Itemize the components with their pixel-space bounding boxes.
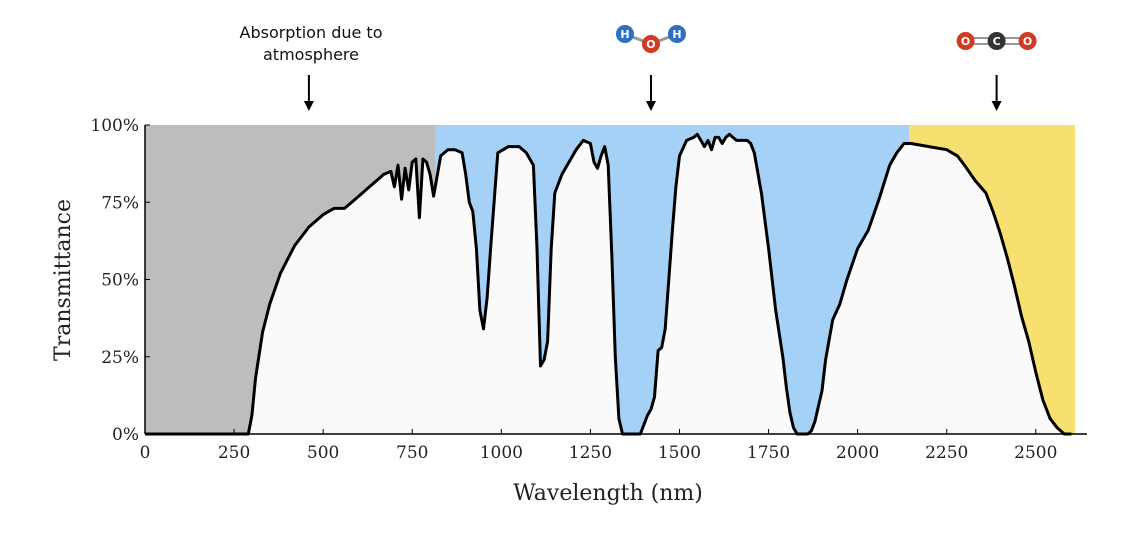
annotation-atmosphere-line2: atmosphere <box>263 45 359 64</box>
y-axis-title: Transmittance <box>51 199 76 361</box>
co2-arrow <box>991 75 1002 111</box>
x-axis-title: Wavelength (nm) <box>513 481 703 506</box>
svg-text:O: O <box>1023 35 1032 48</box>
x-tick-label: 2250 <box>925 443 968 463</box>
x-tick-label: 2500 <box>1014 443 1057 463</box>
y-tick-label: 25% <box>101 348 139 368</box>
transmittance-line <box>145 132 1072 436</box>
x-tick-label: 1750 <box>747 443 790 463</box>
x-tick-label: 500 <box>307 443 339 463</box>
x-tick-label: 1250 <box>569 443 612 463</box>
svg-text:C: C <box>993 35 1001 48</box>
svg-text:H: H <box>672 28 681 41</box>
x-tick-label: 2000 <box>836 443 879 463</box>
y-tick-label: 100% <box>90 116 139 136</box>
atmosphere-arrow <box>303 75 314 111</box>
svg-text:O: O <box>646 38 655 51</box>
transmittance-fill <box>145 134 1072 435</box>
x-tick-label: 750 <box>396 443 428 463</box>
y-tick-label: 0% <box>112 425 139 445</box>
axes: 0 250 500 750 1000 1250 1500 1750 2000 2250 2500 0%… <box>90 116 1087 463</box>
annotation-atmosphere-line1: Absorption due to <box>240 23 383 42</box>
x-tick-label: 250 <box>218 443 250 463</box>
transmittance-area <box>145 132 1072 436</box>
x-tick-label: 1500 <box>658 443 701 463</box>
x-tick-label: 1000 <box>480 443 523 463</box>
y-tick-label: 75% <box>101 193 139 213</box>
svg-text:H: H <box>620 28 629 41</box>
water-molecule-icon: HOH <box>615 25 686 53</box>
svg-text:O: O <box>961 35 970 48</box>
y-tick-label: 50% <box>101 271 139 291</box>
water-arrow <box>645 75 656 111</box>
x-tick-label: 0 <box>140 443 151 463</box>
